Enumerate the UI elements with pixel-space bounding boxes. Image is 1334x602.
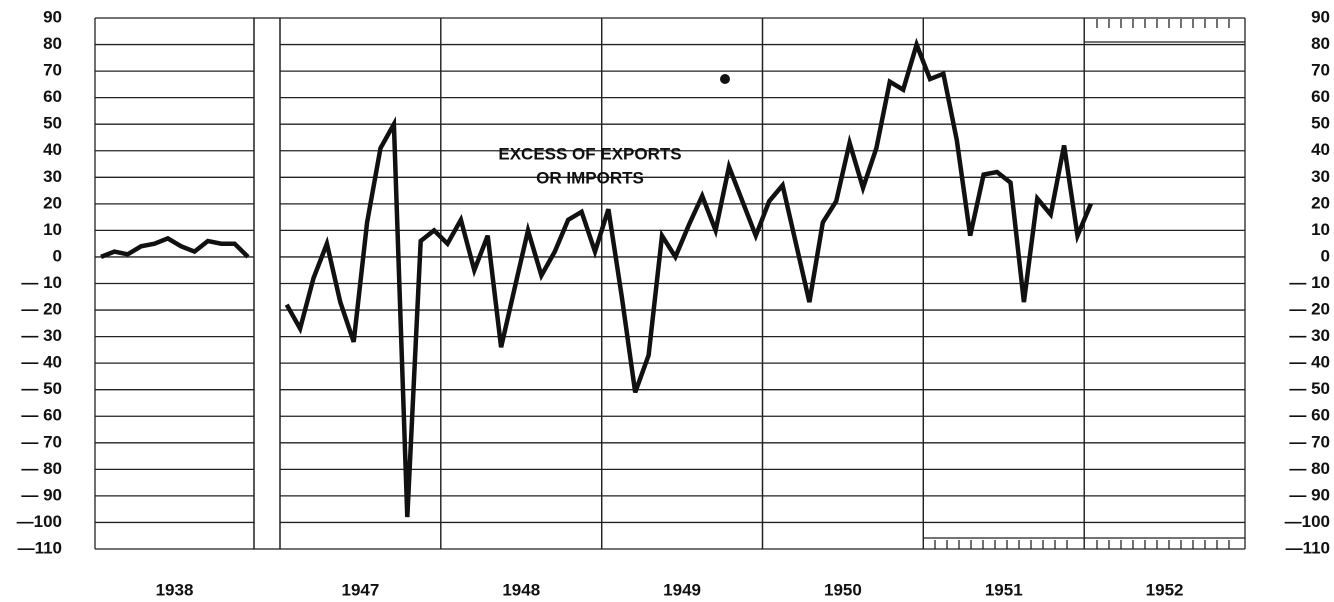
- y-tick-label: — 80: [21, 459, 62, 478]
- y-tick-label: — 40: [21, 353, 62, 372]
- x-tick-label: 1949: [663, 580, 701, 599]
- y2-tick-label: 70: [1311, 61, 1330, 80]
- y-tick-label: 10: [43, 220, 62, 239]
- data-line: [100, 235, 250, 259]
- y2-tick-label: — 80: [1289, 459, 1330, 478]
- y2-tick-label: — 40: [1289, 353, 1330, 372]
- annotation: EXCESS OF EXPORTS: [498, 144, 681, 163]
- y2-tick-label: —110: [1286, 538, 1330, 557]
- dot: [720, 74, 730, 84]
- y-tick-label: 70: [43, 61, 62, 80]
- y-tick-label: 0: [53, 246, 62, 265]
- x-tick-label: 1948: [502, 580, 540, 599]
- x-tick-label: 1952: [1146, 580, 1184, 599]
- y2-tick-label: — 50: [1289, 379, 1330, 398]
- y-tick-label: 60: [43, 87, 62, 106]
- y-tick-label: 40: [43, 140, 62, 159]
- y2-tick-label: 60: [1311, 87, 1330, 106]
- y-tick-label: — 50: [21, 379, 62, 398]
- y2-tick-label: 10: [1311, 220, 1330, 239]
- y-tick-label: — 20: [21, 300, 62, 319]
- y-tick-label: — 30: [21, 326, 62, 345]
- y2-tick-label: — 30: [1289, 326, 1330, 345]
- y-tick-label: 80: [43, 34, 62, 53]
- y-tick-label: 20: [43, 193, 62, 212]
- y2-tick-label: 50: [1311, 114, 1330, 133]
- y-tick-label: —100: [17, 512, 62, 531]
- y-tick-label: 90: [43, 7, 62, 26]
- y2-tick-label: 30: [1311, 167, 1330, 186]
- y2-tick-label: 40: [1311, 140, 1330, 159]
- x-tick-label: 1947: [342, 580, 380, 599]
- y2-tick-label: —100: [1285, 512, 1330, 531]
- annotation: OR IMPORTS: [536, 168, 644, 187]
- y-tick-label: — 70: [21, 432, 62, 451]
- x-tick-label: 1951: [985, 580, 1023, 599]
- y-tick-label: 30: [43, 167, 62, 186]
- y-tick-label: 50: [43, 114, 62, 133]
- y2-tick-label: — 10: [1289, 273, 1330, 292]
- y-tick-label: —110: [18, 538, 62, 557]
- x-tick-label: 1938: [156, 580, 194, 599]
- y-tick-label: — 60: [21, 406, 62, 425]
- x-tick-label: 1950: [824, 580, 862, 599]
- y2-tick-label: — 70: [1289, 432, 1330, 451]
- y-tick-label: — 10: [21, 273, 62, 292]
- axis-break: [253, 17, 281, 550]
- y2-tick-label: 80: [1311, 34, 1330, 53]
- y-tick-label: — 90: [21, 485, 62, 504]
- y2-tick-label: 20: [1311, 193, 1330, 212]
- data-line: [284, 37, 1093, 518]
- y2-tick-label: — 20: [1289, 300, 1330, 319]
- y2-tick-label: 90: [1311, 7, 1330, 26]
- y2-tick-label: — 60: [1289, 406, 1330, 425]
- y2-tick-label: 0: [1321, 246, 1330, 265]
- y2-tick-label: — 90: [1289, 485, 1330, 504]
